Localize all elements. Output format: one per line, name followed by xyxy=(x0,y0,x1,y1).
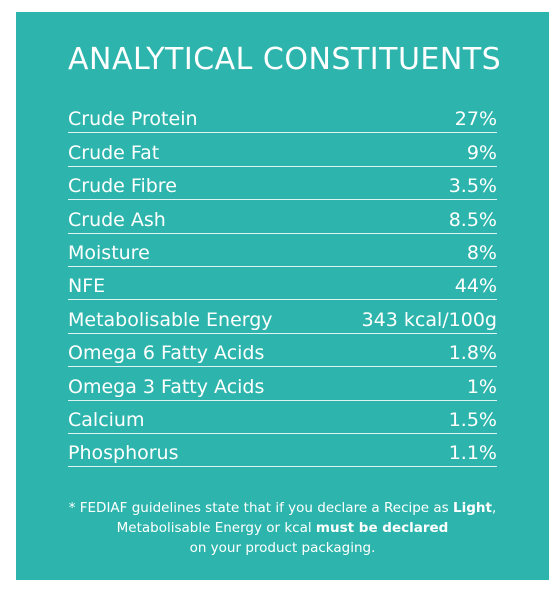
table-row: Crude Fibre 3.5% xyxy=(68,167,497,201)
row-value: 27% xyxy=(454,108,497,131)
table-row: Phosphorus 1.1% xyxy=(68,434,497,468)
panel-title: ANALYTICAL CONSTITUENTS xyxy=(68,42,502,77)
row-label: Metabolisable Energy xyxy=(68,308,273,331)
row-label: Omega 3 Fatty Acids xyxy=(68,375,265,398)
row-value: 3.5% xyxy=(448,175,497,198)
row-label: Crude Ash xyxy=(68,208,166,231)
row-value: 1.8% xyxy=(448,342,497,365)
row-label: Crude Fibre xyxy=(68,175,177,198)
table-row: Metabolisable Energy 343 kcal/100g xyxy=(68,300,497,334)
footnote-text: on your product packaging. xyxy=(189,540,376,556)
row-value: 9% xyxy=(466,141,497,164)
row-value: 1.5% xyxy=(448,408,497,431)
footnote: * FEDIAF guidelines state that if you de… xyxy=(16,498,549,558)
table-row: Crude Fat 9% xyxy=(68,133,497,167)
table-row: Crude Protein 27% xyxy=(68,100,497,134)
footnote-line-3: on your product packaging. xyxy=(16,538,549,558)
footnote-bold-text: must be declared xyxy=(315,520,449,536)
row-value: 8% xyxy=(466,241,497,264)
row-label: Crude Protein xyxy=(68,108,198,131)
table-row: Moisture 8% xyxy=(68,234,497,267)
row-label: Phosphorus xyxy=(68,442,179,465)
row-label: Calcium xyxy=(68,408,145,431)
table-row: NFE 44% xyxy=(68,267,497,301)
row-value: 44% xyxy=(454,275,497,298)
row-label: NFE xyxy=(68,275,106,298)
row-label: Omega 6 Fatty Acids xyxy=(68,342,265,365)
table-row: Crude Ash 8.5% xyxy=(68,200,497,234)
analytical-constituents-panel: ANALYTICAL CONSTITUENTS Crude Protein 27… xyxy=(16,12,549,580)
row-value: 343 kcal/100g xyxy=(361,308,497,331)
footnote-line-1: * FEDIAF guidelines state that if you de… xyxy=(16,498,549,518)
row-label: Crude Fat xyxy=(68,141,160,164)
row-value: 8.5% xyxy=(448,208,497,231)
row-label: Moisture xyxy=(68,241,150,264)
footnote-line-2: Metabolisable Energy or kcal must be dec… xyxy=(16,518,549,538)
table-row: Omega 6 Fatty Acids 1.8% xyxy=(68,334,497,368)
row-value: 1% xyxy=(466,375,497,398)
row-value: 1.1% xyxy=(448,442,497,465)
footnote-text: , xyxy=(491,500,497,516)
table-row: Omega 3 Fatty Acids 1% xyxy=(68,367,497,401)
footnote-bold-text: Light xyxy=(453,500,492,516)
footnote-text: Metabolisable Energy or kcal xyxy=(116,520,316,536)
footnote-text: * FEDIAF guidelines state that if you de… xyxy=(68,500,454,516)
constituents-table: Crude Protein 27% Crude Fat 9% Crude Fib… xyxy=(68,100,497,468)
table-row: Calcium 1.5% xyxy=(68,401,497,434)
